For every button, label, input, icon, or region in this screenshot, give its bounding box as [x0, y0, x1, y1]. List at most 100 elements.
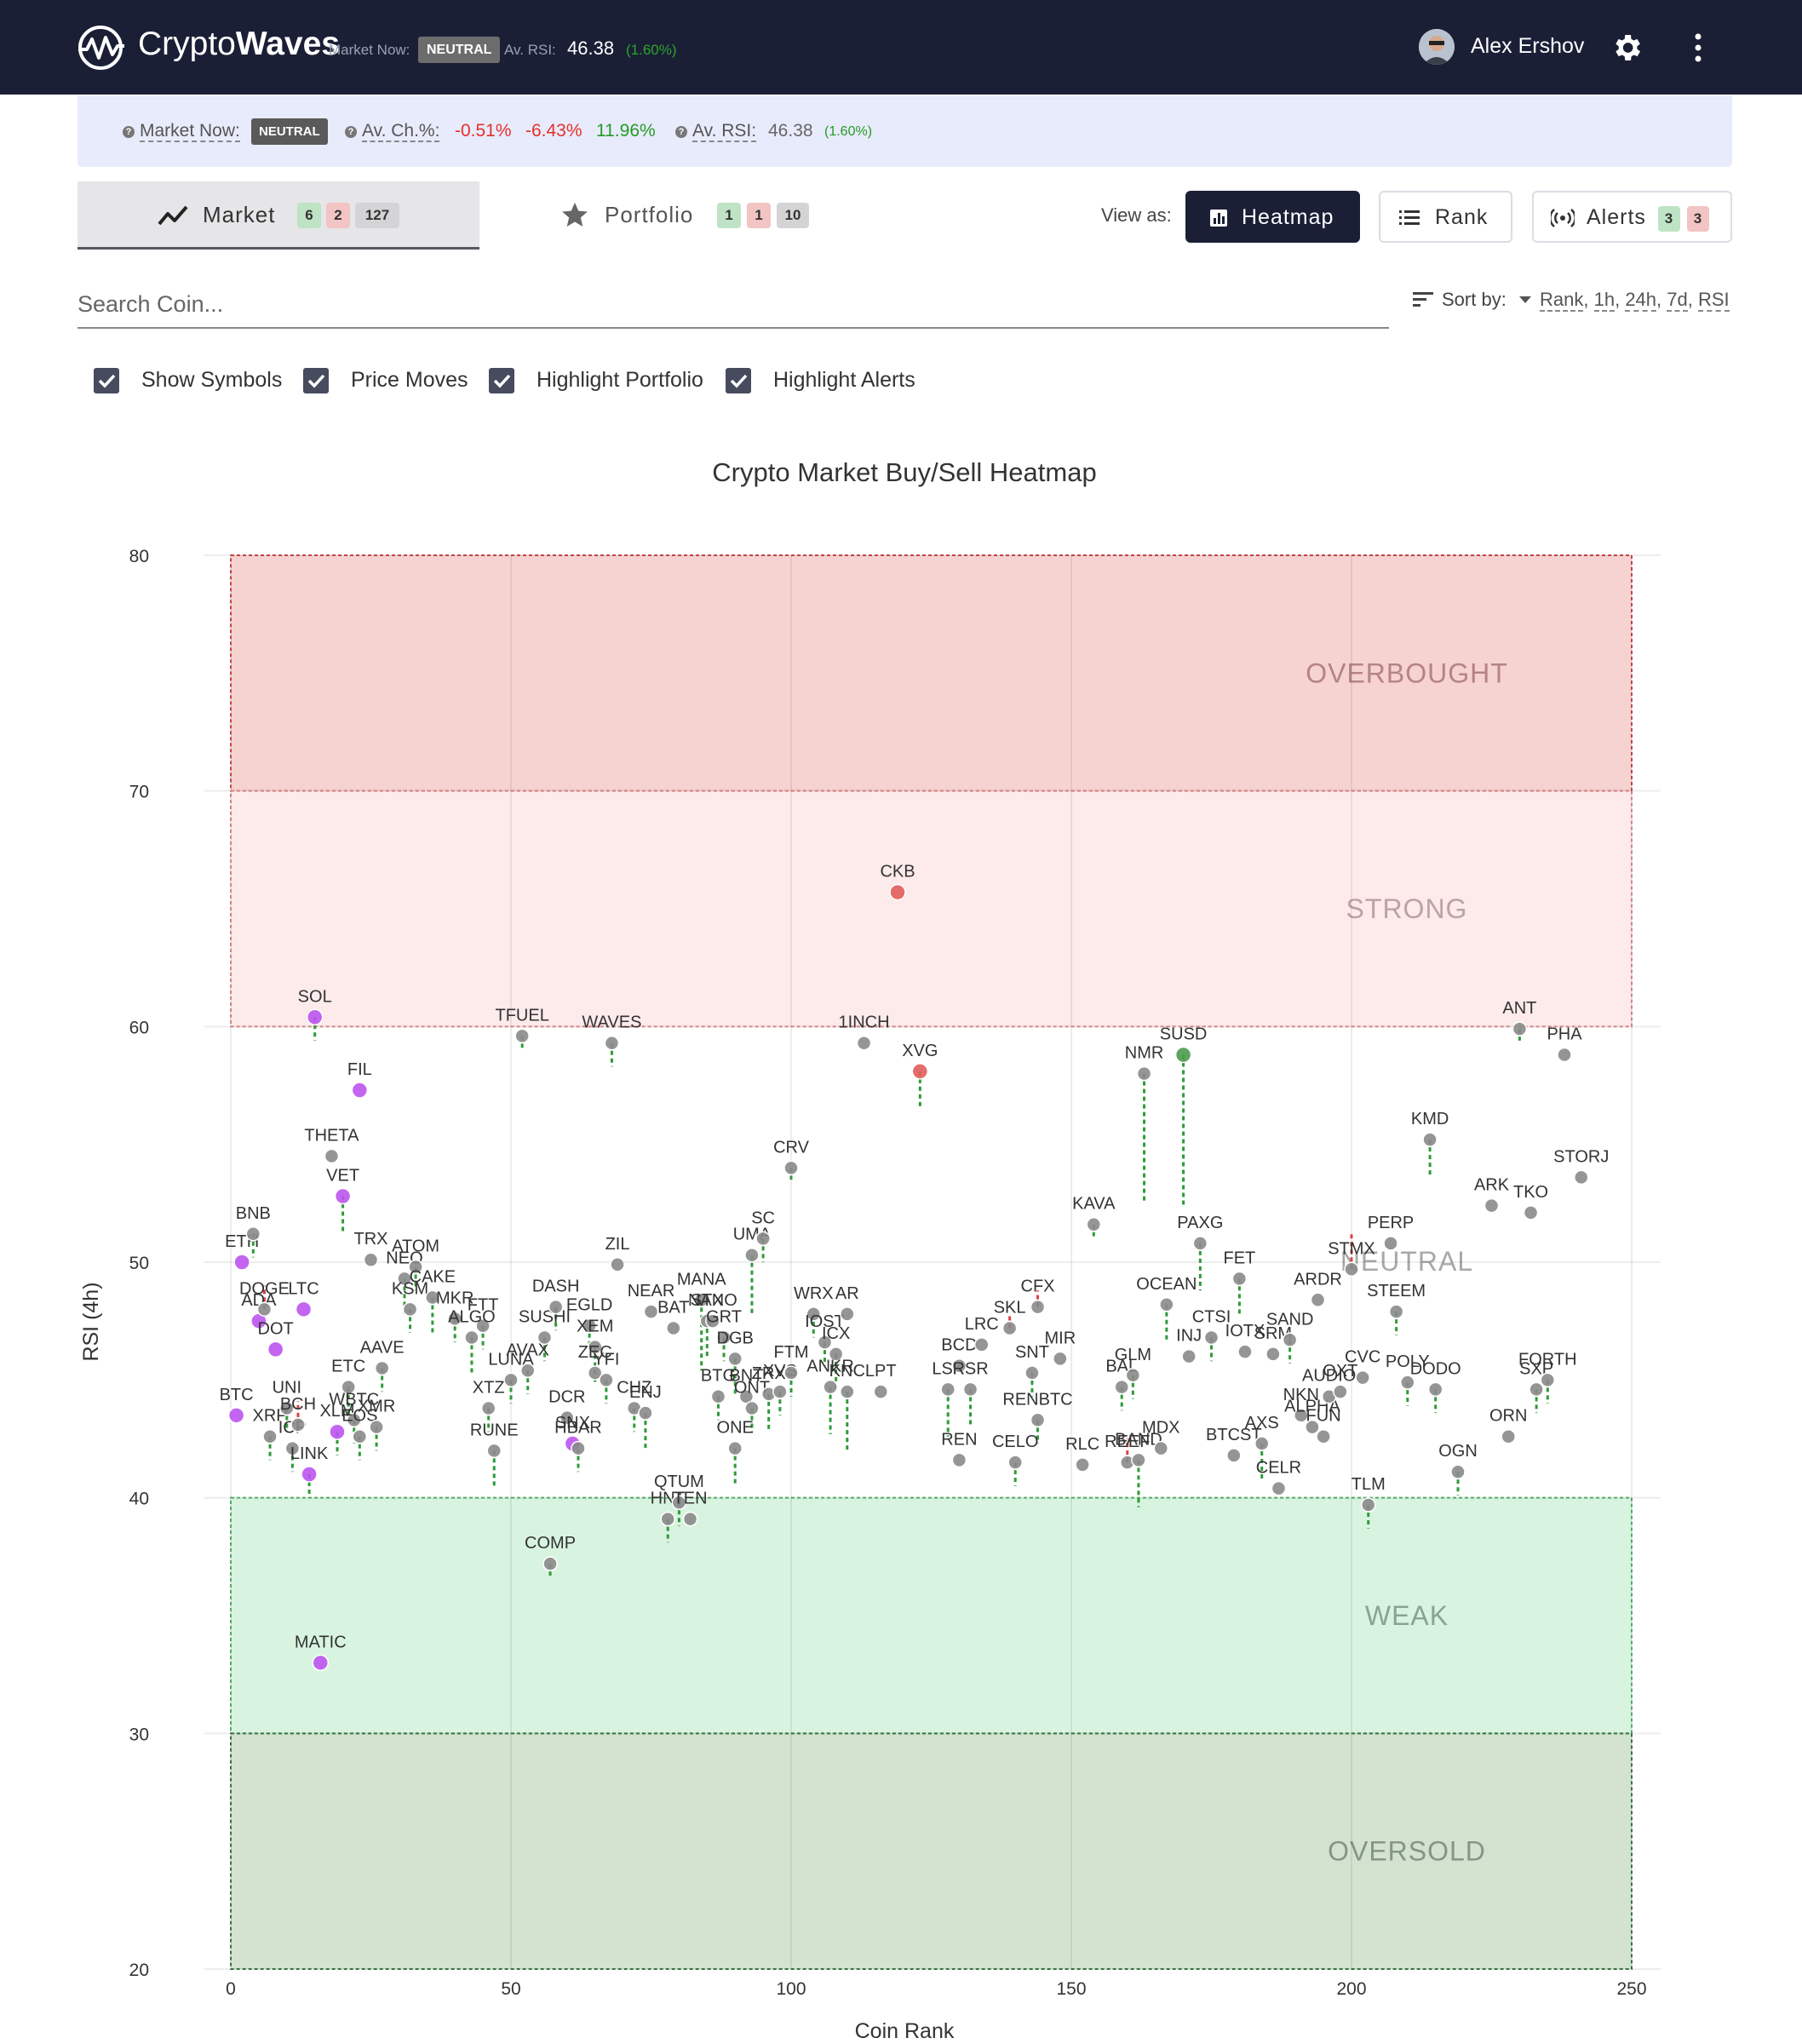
point-ksm[interactable]	[402, 1301, 418, 1318]
point-tko[interactable]	[1523, 1205, 1539, 1220]
point-cfx[interactable]	[1030, 1299, 1046, 1315]
price-moves-checkbox[interactable]	[303, 368, 329, 393]
point-comp[interactable]	[542, 1556, 558, 1571]
point-yfi[interactable]	[599, 1372, 614, 1388]
point-atom[interactable]	[408, 1259, 423, 1275]
point-ocean[interactable]	[1159, 1297, 1174, 1312]
point-susd[interactable]	[1174, 1046, 1192, 1064]
point-mana[interactable]	[693, 1292, 709, 1308]
point-celr[interactable]	[1271, 1480, 1287, 1496]
point-xvs[interactable]	[772, 1384, 788, 1399]
point-grt[interactable]	[716, 1329, 732, 1346]
point-dodo[interactable]	[1427, 1381, 1443, 1398]
show-symbols-label[interactable]: Show Symbols	[141, 368, 283, 392]
point-ltc[interactable]	[295, 1300, 313, 1318]
point-crv[interactable]	[783, 1160, 799, 1176]
sort-option-7d[interactable]: 7d	[1667, 289, 1688, 312]
point-luna[interactable]	[503, 1372, 519, 1388]
point-perp[interactable]	[1383, 1236, 1398, 1251]
point-xvg[interactable]	[911, 1063, 929, 1080]
avatar[interactable]	[1419, 29, 1455, 65]
info-av-change[interactable]: ? Av. Ch.%:	[345, 121, 440, 142]
point-paxg[interactable]	[1192, 1236, 1208, 1251]
highlight-portfolio-label[interactable]: Highlight Portfolio	[537, 368, 703, 392]
points-layer[interactable]: BTCETHBNBADADOGEXRPDOTUNIICPBCHLTCLINKSO…	[220, 863, 1610, 1672]
point-iotx[interactable]	[1237, 1344, 1253, 1359]
point-wrx[interactable]	[806, 1306, 822, 1322]
point-kmd[interactable]	[1422, 1132, 1438, 1147]
point-knc[interactable]	[840, 1384, 855, 1399]
point-aave[interactable]	[374, 1360, 390, 1376]
tab-market[interactable]: Market 6 2 127	[77, 181, 479, 250]
point-kava[interactable]	[1086, 1216, 1102, 1232]
rsi-heatmap-chart[interactable]: OVERBOUGHT STRONG NEUTRAL WEAK OVERSOLD 0 50 1…	[0, 426, 1802, 2044]
point-storj[interactable]	[1574, 1169, 1589, 1186]
point-steem[interactable]	[1388, 1304, 1404, 1319]
point-ont[interactable]	[744, 1400, 760, 1416]
point-pha[interactable]	[1557, 1047, 1572, 1063]
point-btg[interactable]	[710, 1388, 726, 1404]
point-uma[interactable]	[744, 1247, 760, 1263]
point-ten[interactable]	[682, 1511, 698, 1527]
point-xlm[interactable]	[329, 1423, 346, 1440]
point-xtz[interactable]	[480, 1400, 496, 1416]
point-algo[interactable]	[464, 1329, 479, 1346]
point-dgb[interactable]	[727, 1351, 743, 1367]
point-enj[interactable]	[638, 1405, 653, 1421]
point-skl[interactable]	[1001, 1320, 1018, 1336]
tab-portfolio[interactable]: Portfolio 1 1 10	[545, 181, 826, 250]
point-doge[interactable]	[256, 1301, 273, 1318]
point-hnt[interactable]	[660, 1511, 675, 1527]
point-ckb[interactable]	[889, 883, 906, 901]
point-xmr[interactable]	[369, 1419, 384, 1435]
show-symbols-checkbox[interactable]	[94, 368, 119, 393]
point-zil[interactable]	[610, 1257, 625, 1272]
point-bnb[interactable]	[245, 1226, 261, 1242]
point-lpt[interactable]	[873, 1384, 889, 1399]
point-btcst[interactable]	[1226, 1448, 1242, 1463]
point-icx[interactable]	[828, 1346, 844, 1362]
point-renbtc[interactable]	[1030, 1412, 1046, 1428]
point-etc[interactable]	[341, 1379, 356, 1395]
point-wbtc[interactable]	[347, 1412, 362, 1428]
point-srm[interactable]	[1265, 1346, 1281, 1362]
point-ankr[interactable]	[823, 1379, 838, 1395]
rank-button[interactable]: Rank	[1379, 191, 1512, 243]
point-dash[interactable]	[548, 1299, 564, 1315]
point-ftm[interactable]	[783, 1365, 799, 1381]
alerts-button[interactable]: Alerts 3 3	[1532, 191, 1732, 243]
wave-logo-icon[interactable]	[77, 24, 126, 72]
point-qtum[interactable]	[671, 1495, 687, 1510]
gear-icon[interactable]	[1610, 31, 1644, 65]
point-bch[interactable]	[290, 1417, 306, 1433]
point-eth[interactable]	[233, 1254, 250, 1271]
point-alpha[interactable]	[1305, 1419, 1320, 1435]
price-moves-label[interactable]: Price Moves	[351, 368, 468, 392]
point-near[interactable]	[643, 1304, 659, 1319]
sort-options[interactable]: Rank, 1h, 24h, 7d, RSI	[1540, 289, 1730, 312]
sort-option-24h[interactable]: 24h	[1625, 289, 1657, 312]
point-poly[interactable]	[1400, 1375, 1415, 1390]
highlight-alerts-checkbox[interactable]	[726, 368, 751, 393]
point-bnt[interactable]	[738, 1388, 755, 1404]
point-nkn[interactable]	[1294, 1408, 1309, 1423]
info-av-rsi[interactable]: ? Av. RSI:	[675, 121, 757, 142]
point-mir[interactable]	[1053, 1351, 1068, 1367]
point-btc[interactable]	[227, 1407, 245, 1424]
point-ren[interactable]	[951, 1452, 967, 1468]
point-lsk[interactable]	[940, 1381, 956, 1398]
point-ctsi[interactable]	[1203, 1329, 1220, 1346]
point-one[interactable]	[727, 1440, 743, 1456]
point-ark[interactable]	[1483, 1197, 1500, 1214]
point-lrc[interactable]	[973, 1337, 990, 1352]
point-dot[interactable]	[267, 1341, 284, 1358]
point-tlm[interactable]	[1360, 1497, 1376, 1513]
point-fil[interactable]	[351, 1082, 369, 1099]
user-name[interactable]: Alex Ershov	[1471, 34, 1585, 58]
point-icp[interactable]	[284, 1440, 301, 1456]
point-waves[interactable]	[604, 1035, 620, 1051]
brand-name[interactable]: CryptoWaves	[138, 26, 340, 62]
sort-option-1h[interactable]: 1h	[1593, 289, 1615, 312]
point-theta[interactable]	[324, 1148, 340, 1164]
point-cvc[interactable]	[1355, 1369, 1370, 1386]
